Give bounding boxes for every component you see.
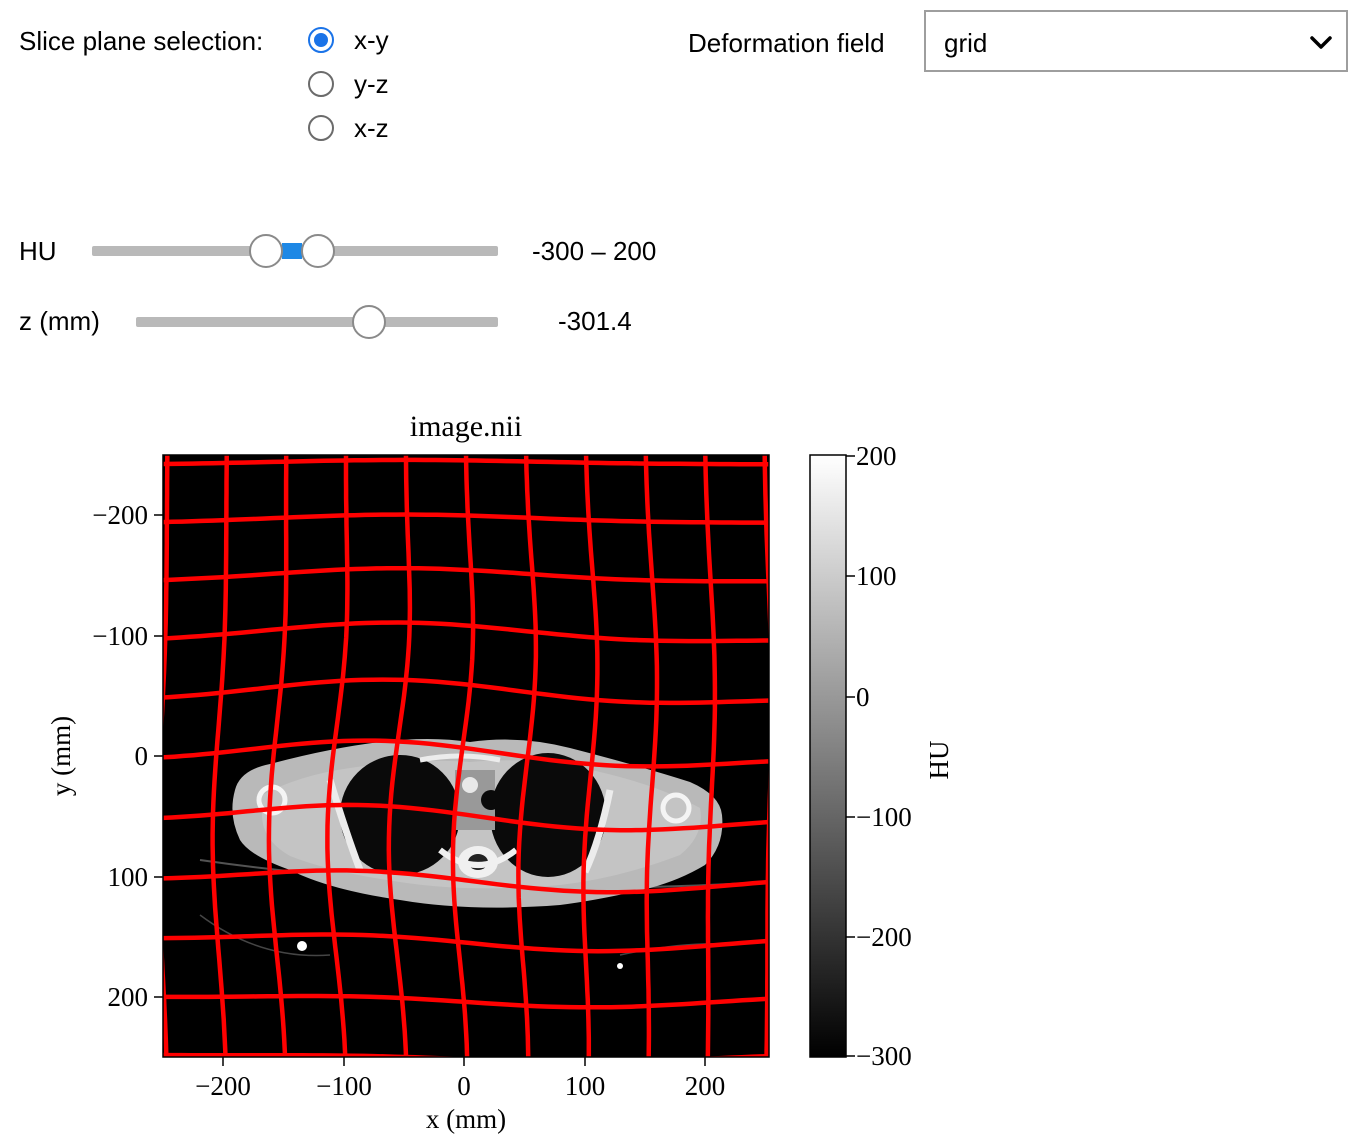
- grid-line: [703, 455, 718, 1057]
- colorbar: [809, 454, 847, 1058]
- radio-y-z-label: y-z: [354, 68, 389, 99]
- grid-line: [163, 512, 769, 525]
- hu-value: -300 – 200: [532, 236, 657, 266]
- colorbar-ticks: 200 100 0 −100 −200 −300 HU: [846, 441, 954, 1071]
- grid-line: [163, 802, 769, 833]
- y-tick-label: 200: [108, 982, 149, 1012]
- grid-line: [163, 677, 769, 706]
- grid-line: [762, 455, 769, 1057]
- colorbar-tick-label: 200: [856, 441, 897, 471]
- grid-line: [266, 455, 289, 1057]
- colorbar-tick-label: −200: [856, 922, 912, 952]
- grid-line: [163, 738, 769, 769]
- plot-frame: [162, 454, 770, 1058]
- colorbar-tick-label: −100: [856, 802, 912, 832]
- grid-line: [163, 455, 170, 1057]
- colorbar-label: HU: [924, 741, 954, 780]
- radio-x-y-label: x-y: [354, 24, 389, 55]
- y-tick-label: −200: [92, 500, 148, 530]
- x-tick-label: −200: [195, 1071, 251, 1101]
- radio-y-z[interactable]: y-z: [308, 66, 389, 102]
- colorbar-tick-label: 0: [856, 682, 870, 712]
- grid-line: [163, 868, 769, 895]
- colorbar-tick-label: −300: [856, 1041, 912, 1071]
- hu-slider-range: [282, 243, 302, 259]
- deformation-field-value: grid: [944, 28, 988, 58]
- radio-x-y[interactable]: x-y: [308, 22, 389, 58]
- grid-line: [210, 455, 229, 1057]
- grid-line: [163, 932, 769, 954]
- grid-line: [516, 455, 539, 1057]
- grid-line: [325, 455, 350, 1057]
- grid-line: [450, 455, 476, 1057]
- radio-x-z-button[interactable]: [308, 115, 334, 141]
- grid-line: [163, 1052, 769, 1057]
- y-axis: −200 −100 0 100 200 y (mm): [46, 500, 163, 1012]
- radio-x-z[interactable]: x-z: [308, 110, 389, 146]
- deformation-grid: [163, 455, 769, 1057]
- hu-slider-max-handle[interactable]: [301, 234, 335, 268]
- slice-plane-label: Slice plane selection:: [19, 26, 264, 56]
- grid-line: [163, 565, 769, 584]
- x-axis-label: x (mm): [426, 1104, 506, 1134]
- z-slider-handle[interactable]: [352, 305, 386, 339]
- grid-line: [163, 993, 769, 1010]
- grid-line: [643, 455, 660, 1057]
- x-tick-label: −100: [316, 1071, 372, 1101]
- ct-image-background: [163, 455, 769, 1057]
- radio-x-z-label: x-z: [354, 112, 389, 143]
- y-tick-label: −100: [92, 621, 148, 651]
- x-tick-label: 0: [457, 1071, 471, 1101]
- z-slider-track[interactable]: [136, 317, 498, 327]
- grid-line: [163, 620, 769, 644]
- ct-anatomy: [199, 739, 766, 969]
- y-tick-label: 100: [108, 862, 149, 892]
- grid-line: [386, 455, 413, 1057]
- grid-line: [581, 455, 600, 1057]
- deformation-field-label: Deformation field: [688, 28, 885, 58]
- radio-x-y-button[interactable]: [308, 27, 334, 53]
- x-axis: −200 −100 0 100 200 x (mm): [195, 1057, 725, 1134]
- z-value: -301.4: [558, 306, 632, 336]
- deformation-field-dropdown[interactable]: grid: [924, 10, 1348, 72]
- grid-line: [163, 457, 769, 467]
- y-tick-label: 0: [135, 741, 149, 771]
- z-label: z (mm): [19, 306, 100, 336]
- plot-title: image.nii: [410, 410, 522, 443]
- hu-label: HU: [19, 236, 57, 266]
- y-axis-label: y (mm): [46, 716, 76, 796]
- x-tick-label: 100: [565, 1071, 606, 1101]
- chevron-down-icon: [1310, 36, 1332, 49]
- x-tick-label: 200: [685, 1071, 726, 1101]
- hu-slider-min-handle[interactable]: [249, 234, 283, 268]
- radio-y-z-button[interactable]: [308, 71, 334, 97]
- colorbar-tick-label: 100: [856, 561, 897, 591]
